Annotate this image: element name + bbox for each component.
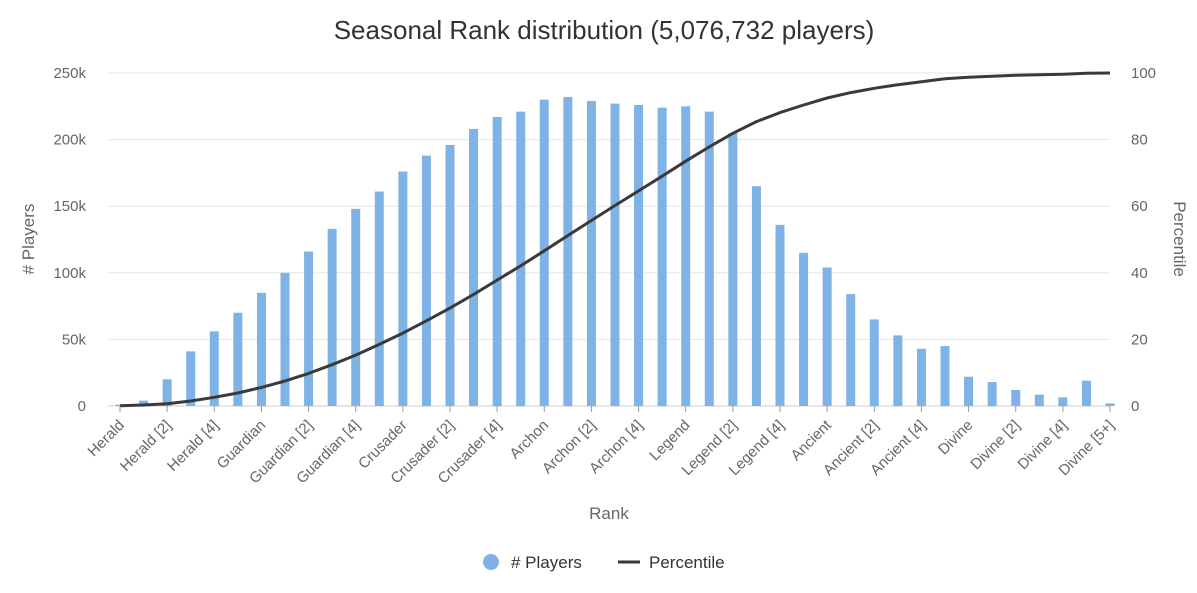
bar	[1105, 403, 1115, 406]
bar	[681, 106, 691, 407]
percentile-line	[119, 71, 1111, 408]
bar	[657, 107, 667, 406]
legend-percentile-label: Percentile	[649, 553, 725, 572]
right-y-axis: 0 20 40 60 80 100	[1131, 65, 1156, 415]
left-y-tick-label: 0	[78, 398, 86, 415]
bar	[421, 155, 431, 406]
bar	[327, 228, 337, 406]
bar	[751, 186, 761, 406]
bar	[469, 128, 479, 406]
right-y-tick-label: 80	[1131, 132, 1148, 149]
bar	[1058, 397, 1068, 406]
bar	[846, 294, 856, 406]
bar	[822, 267, 832, 406]
bar	[799, 252, 809, 406]
bar	[987, 382, 997, 406]
right-y-tick-label: 100	[1131, 65, 1156, 82]
bar	[916, 348, 926, 406]
bar	[728, 132, 738, 406]
x-tick-label: Herald [4]	[164, 417, 222, 475]
bar	[1011, 390, 1021, 406]
legend: # Players Percentile	[483, 553, 725, 572]
bar	[280, 272, 290, 406]
bar	[539, 99, 549, 406]
left-y-tick-label: 150k	[53, 198, 86, 215]
bar	[256, 292, 266, 406]
bar	[209, 331, 219, 406]
bar	[940, 346, 950, 406]
bar-series	[115, 96, 1115, 407]
bar	[634, 104, 644, 406]
bar	[398, 171, 408, 406]
bar	[1081, 380, 1091, 406]
bar	[304, 251, 314, 406]
bar	[186, 351, 196, 406]
bar	[162, 379, 172, 406]
bar	[139, 400, 149, 406]
bar	[610, 103, 620, 407]
bar	[374, 191, 384, 406]
x-tick-label: Ancient	[788, 416, 836, 464]
line-series	[119, 71, 1111, 408]
bar	[516, 111, 526, 407]
bar	[704, 111, 714, 407]
bar	[351, 208, 361, 406]
left-y-tick-label: 200k	[53, 132, 86, 149]
bar	[233, 312, 243, 406]
bar	[445, 144, 455, 407]
legend-players-swatch	[483, 554, 499, 570]
left-y-tick-label: 250k	[53, 65, 86, 82]
bar	[893, 335, 903, 406]
bar	[964, 376, 974, 406]
chart-title: Seasonal Rank distribution (5,076,732 pl…	[334, 15, 875, 45]
right-y-axis-title: Percentile	[1170, 201, 1189, 277]
left-y-axis-title: # Players	[19, 204, 38, 275]
bar	[775, 224, 785, 406]
left-y-tick-label: 50k	[62, 331, 87, 348]
right-y-tick-label: 0	[1131, 398, 1139, 415]
x-axis-title: Rank	[589, 504, 629, 523]
left-y-tick-label: 100k	[53, 265, 86, 282]
x-tick-label: Divine	[935, 417, 976, 458]
legend-players-label: # Players	[511, 553, 582, 572]
right-y-tick-label: 40	[1131, 265, 1148, 282]
bar	[563, 96, 573, 406]
x-tick-label: Legend	[646, 417, 693, 464]
x-tick-label: Divine [2]	[967, 417, 1023, 473]
x-tick-label: Archon	[506, 417, 552, 463]
right-y-tick-label: 20	[1131, 331, 1148, 348]
bar	[1034, 394, 1044, 406]
bar	[869, 319, 879, 406]
x-tick-label: Herald	[85, 417, 128, 460]
left-y-axis: 0 50k 100k 150k 200k 250k	[53, 65, 86, 415]
bar	[492, 116, 502, 407]
right-y-tick-label: 60	[1131, 198, 1148, 215]
bar	[586, 100, 596, 407]
